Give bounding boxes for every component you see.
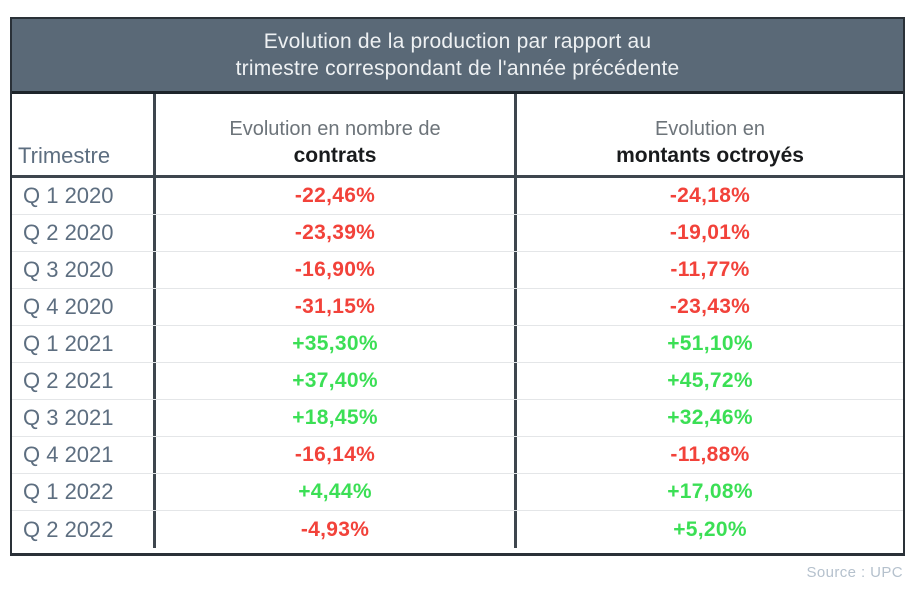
- row-amounts-value: +32,46%: [514, 400, 903, 436]
- header-contracts: Evolution en nombre de contrats: [153, 94, 514, 175]
- header-trimestre: Trimestre: [12, 94, 153, 175]
- row-trimestre: Q 2 2022: [23, 516, 114, 542]
- row-trimestre: Q 3 2021: [23, 405, 114, 430]
- row-contracts-value: -22,46%: [153, 178, 514, 214]
- row-trimestre: Q 1 2021: [23, 331, 114, 356]
- header-contracts-line2: contrats: [293, 144, 377, 167]
- row-amounts-value: -24,18%: [514, 178, 903, 214]
- table-title-line2: trimestre correspondant de l'année précé…: [235, 57, 680, 80]
- table-row: Q 1 2020 -22,46% -24,18%: [12, 178, 903, 215]
- table-row: Q 2 2020 -23,39% -19,01%: [12, 215, 903, 252]
- table-row: Q 4 2020 -31,15% -23,43%: [12, 289, 903, 326]
- row-amounts-value: +45,72%: [514, 363, 903, 399]
- row-contracts-value: +35,30%: [153, 326, 514, 362]
- table-row: Q 3 2020 -16,90% -11,77%: [12, 252, 903, 289]
- table-title: Evolution de la production par rapport a…: [12, 19, 903, 94]
- table-header-row: Trimestre Evolution en nombre de contrat…: [12, 94, 903, 178]
- row-contracts-value: -31,15%: [153, 289, 514, 325]
- row-amounts-value: -11,77%: [514, 252, 903, 288]
- row-contracts-value: +37,40%: [153, 363, 514, 399]
- header-amounts: Evolution en montants octroyés: [514, 94, 903, 175]
- row-trimestre: Q 1 2020: [23, 183, 114, 208]
- row-trimestre: Q 2 2020: [23, 220, 114, 245]
- row-contracts-value: -16,90%: [153, 252, 514, 288]
- table-row: Q 2 2022 -4,93% +5,20%: [12, 511, 903, 548]
- table-row: Q 1 2021 +35,30% +51,10%: [12, 326, 903, 363]
- row-contracts-value: +18,45%: [153, 400, 514, 436]
- row-trimestre: Q 4 2021: [23, 442, 114, 467]
- row-trimestre: Q 2 2021: [23, 368, 114, 393]
- row-amounts-value: +51,10%: [514, 326, 903, 362]
- row-trimestre: Q 3 2020: [23, 257, 114, 282]
- table-row: Q 4 2021 -16,14% -11,88%: [12, 437, 903, 474]
- table-row: Q 2 2021 +37,40% +45,72%: [12, 363, 903, 400]
- row-amounts-value: -23,43%: [514, 289, 903, 325]
- table-title-line1: Evolution de la production par rapport a…: [263, 30, 652, 53]
- row-contracts-value: +4,44%: [153, 474, 514, 510]
- row-amounts-value: +17,08%: [514, 474, 903, 510]
- row-trimestre: Q 4 2020: [23, 294, 114, 319]
- table-row: Q 3 2021 +18,45% +32,46%: [12, 400, 903, 437]
- source-caption: Source : UPC: [806, 564, 903, 581]
- row-amounts-value: -19,01%: [514, 215, 903, 251]
- row-amounts-value: +5,20%: [514, 511, 903, 548]
- header-trimestre-label: Trimestre: [18, 143, 111, 168]
- header-contracts-line1: Evolution en nombre de: [229, 118, 441, 140]
- row-trimestre: Q 1 2022: [23, 479, 114, 504]
- row-amounts-value: -11,88%: [514, 437, 903, 473]
- row-contracts-value: -16,14%: [153, 437, 514, 473]
- row-contracts-value: -4,93%: [153, 511, 514, 548]
- row-contracts-value: -23,39%: [153, 215, 514, 251]
- table-row: Q 1 2022 +4,44% +17,08%: [12, 474, 903, 511]
- header-amounts-line1: Evolution en: [654, 118, 766, 140]
- header-amounts-line2: montants octroyés: [616, 144, 804, 167]
- production-evolution-table: Evolution de la production par rapport a…: [10, 17, 905, 556]
